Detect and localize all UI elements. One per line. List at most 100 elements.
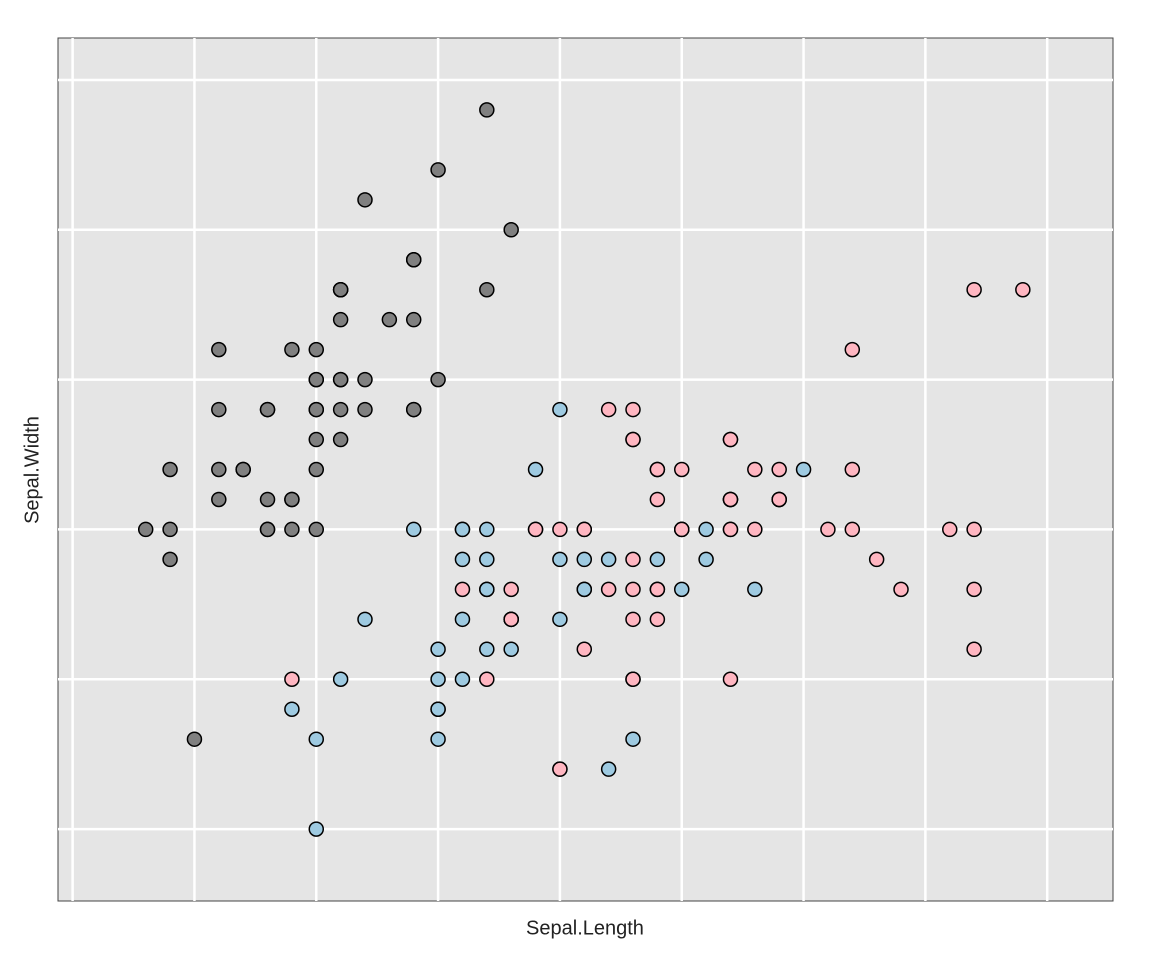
point	[308, 401, 325, 418]
point	[405, 521, 422, 538]
point	[259, 401, 276, 418]
point	[235, 461, 251, 478]
points	[137, 102, 1031, 837]
point	[698, 551, 714, 568]
point	[600, 761, 617, 777]
point	[503, 581, 519, 598]
point	[357, 192, 373, 208]
point	[576, 641, 593, 658]
point	[649, 611, 666, 628]
point	[625, 611, 641, 628]
point	[332, 401, 349, 418]
point	[308, 461, 325, 478]
point	[673, 581, 690, 598]
point	[722, 521, 739, 538]
point	[430, 671, 446, 688]
point	[844, 461, 861, 478]
y-axis-label: Sepal.Width	[21, 416, 43, 524]
point	[649, 581, 666, 598]
point	[454, 521, 471, 538]
point	[332, 311, 349, 328]
point	[137, 521, 154, 538]
point	[576, 521, 593, 538]
point	[332, 281, 349, 298]
point	[552, 521, 568, 538]
point	[844, 341, 861, 358]
point	[405, 311, 422, 328]
point	[332, 431, 349, 448]
point	[698, 521, 714, 538]
point	[162, 551, 178, 568]
point	[966, 521, 982, 538]
point	[722, 431, 739, 448]
point	[552, 761, 568, 777]
point	[479, 281, 495, 298]
x-axis-label: Sepal.Length	[526, 917, 644, 939]
point	[649, 491, 666, 508]
point	[820, 521, 836, 538]
point	[503, 641, 519, 658]
point	[211, 491, 227, 508]
point	[211, 341, 227, 358]
point	[259, 521, 276, 538]
point	[649, 461, 666, 478]
point	[479, 671, 495, 688]
point	[966, 581, 982, 598]
point	[284, 491, 300, 508]
point	[552, 551, 568, 568]
point	[211, 401, 227, 418]
point	[747, 521, 763, 538]
point	[649, 551, 666, 568]
point	[430, 731, 446, 747]
point	[211, 461, 227, 478]
point	[576, 581, 593, 598]
point	[747, 581, 763, 598]
point	[625, 401, 641, 418]
point	[552, 401, 568, 418]
point	[625, 731, 641, 747]
point	[552, 611, 568, 628]
point	[673, 521, 690, 538]
point	[430, 641, 446, 658]
point	[308, 431, 325, 448]
point	[332, 671, 349, 688]
point	[771, 491, 787, 508]
point	[747, 461, 763, 478]
point	[308, 371, 325, 388]
point	[868, 551, 885, 568]
point	[405, 401, 422, 418]
point	[430, 701, 446, 717]
point	[308, 821, 325, 837]
point	[673, 461, 690, 478]
point	[479, 581, 495, 598]
point	[625, 671, 641, 688]
point	[259, 491, 276, 508]
point	[625, 431, 641, 448]
point	[893, 581, 909, 598]
point	[381, 311, 398, 328]
point	[625, 551, 641, 568]
point	[454, 671, 471, 688]
point	[479, 641, 495, 658]
point	[357, 611, 373, 628]
point	[186, 731, 203, 747]
point	[284, 521, 300, 538]
point	[284, 671, 300, 688]
point	[527, 461, 544, 478]
grid	[58, 38, 1113, 901]
point	[966, 281, 982, 298]
point	[430, 371, 446, 388]
point	[405, 251, 422, 268]
point	[284, 341, 300, 358]
point	[576, 551, 593, 568]
point	[357, 371, 373, 388]
point	[479, 102, 495, 118]
point	[600, 581, 617, 598]
point	[308, 521, 325, 538]
point	[479, 551, 495, 568]
point	[308, 731, 325, 747]
panel	[57, 37, 1114, 902]
point	[284, 701, 300, 717]
point	[844, 521, 861, 538]
